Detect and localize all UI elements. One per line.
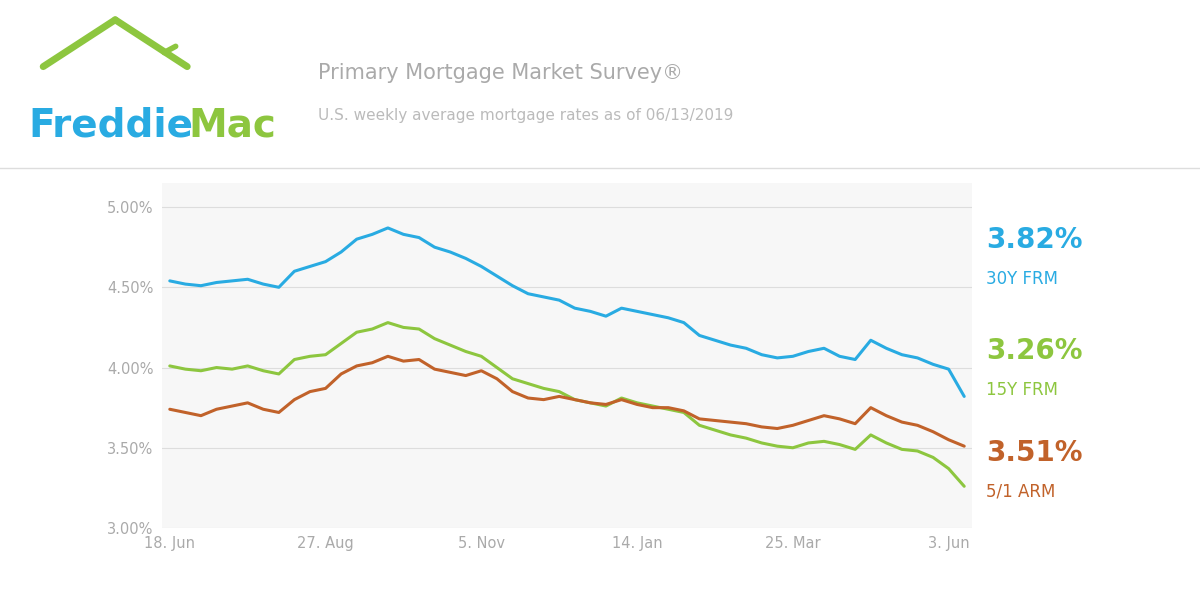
Text: Mac: Mac (188, 107, 276, 145)
Text: 30Y FRM: 30Y FRM (986, 270, 1058, 288)
Text: 3.51%: 3.51% (986, 439, 1082, 467)
Text: 5/1 ARM: 5/1 ARM (986, 483, 1056, 501)
Text: Primary Mortgage Market Survey®: Primary Mortgage Market Survey® (318, 63, 683, 83)
Text: 15Y FRM: 15Y FRM (986, 381, 1058, 399)
Text: 3.82%: 3.82% (986, 226, 1082, 254)
Text: Freddie: Freddie (29, 107, 194, 145)
Text: 3.26%: 3.26% (986, 337, 1082, 365)
Text: U.S. weekly average mortgage rates as of 06/13/2019: U.S. weekly average mortgage rates as of… (318, 108, 733, 123)
